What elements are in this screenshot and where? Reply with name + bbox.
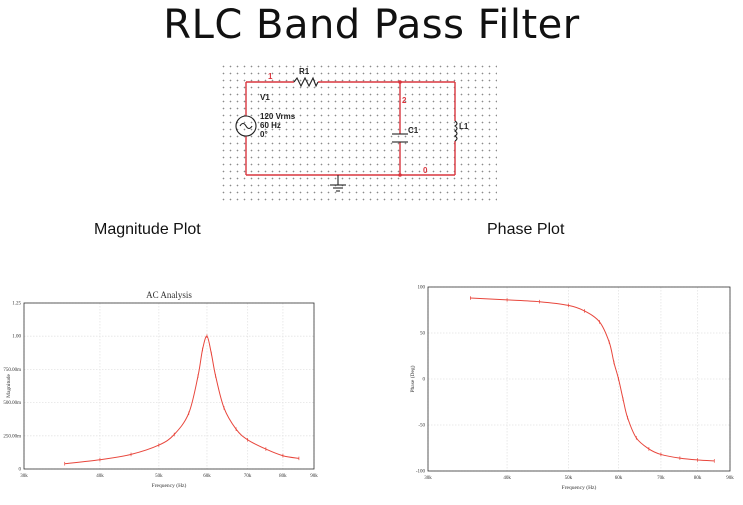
capacitor-label: C1 [408,126,419,135]
x-tick-label: 50k [565,476,573,481]
phase-plot-label: Phase Plot [487,221,565,238]
y-axis-label: Phase (Deg) [409,365,416,392]
source-voltage-label: 120 Vrms [260,112,296,121]
y-tick-label: 50 [420,332,426,337]
ac-source-symbol [235,115,257,137]
source-phase-label: 0° [260,130,268,139]
node-label-1: 1 [268,72,273,81]
x-tick-label: 30k [424,476,432,481]
y-tick-label: -100 [416,470,426,475]
x-tick-label: 70k [244,474,252,479]
inductor-symbol [453,120,458,142]
x-tick-label: 80k [279,474,287,479]
x-tick-label: 30k [20,474,28,479]
ground-symbol [330,175,346,192]
page-title: RLC Band Pass Filter [163,2,580,48]
x-tick-label: 60k [203,474,211,479]
plot-frame [23,302,315,470]
resistor-label: R1 [299,67,310,76]
x-tick-label: 60k [615,476,623,481]
magnitude-chart: 1.25 1.00 750.00m 500.00m 250.00m 0 30k 40k 50k 6… [3,287,320,499]
y-tick-label: 0 [19,468,22,473]
y-tick-label: 0 [423,378,426,383]
y-tick-label: 1.25 [12,302,21,307]
chart-title: AC Analysis [146,290,192,300]
inductor-label: L1 [459,122,469,131]
y-tick-label: 100 [418,286,426,291]
x-axis-label: Frequency (Hz) [562,484,597,491]
magnitude-plot-label: Magnitude Plot [94,221,201,238]
node-label-0: 0 [423,166,428,175]
junction-dot [398,80,402,84]
x-tick-label: 70k [657,476,665,481]
plot-frame [427,286,731,472]
source-frequency-label: 60 Hz [260,121,281,130]
capacitor-symbol [392,133,408,143]
x-tick-label: 90k [726,476,734,481]
x-tick-label: 90k [310,474,318,479]
x-tick-label: 40k [96,474,104,479]
y-tick-label: 500.00m [3,401,21,406]
node-label-2: 2 [402,96,407,105]
junction-dot [398,173,402,177]
x-tick-label: 50k [155,474,163,479]
y-tick-label: 1.00 [12,335,21,340]
x-tick-label: 40k [503,476,511,481]
x-tick-label: 80k [694,476,702,481]
phase-chart: 100 50 0 -50 -100 30k 40k 50k 60k 70k 80k 90k Freque… [408,281,738,501]
circuit-wires [245,81,456,176]
source-name-label: V1 [260,93,270,102]
y-tick-label: 750.00m [3,368,21,373]
series-line [470,297,715,462]
circuit-schematic: 1 2 0 R1 C1 L1 V1 120 Vrms 60 Hz 0° [220,63,497,204]
resistor-symbol [293,76,319,88]
y-tick-label: 250.00m [3,434,21,439]
y-axis-label: Magnitude [6,374,12,398]
x-axis-label: Frequency (Hz) [152,482,187,489]
y-tick-label: -50 [418,424,425,429]
